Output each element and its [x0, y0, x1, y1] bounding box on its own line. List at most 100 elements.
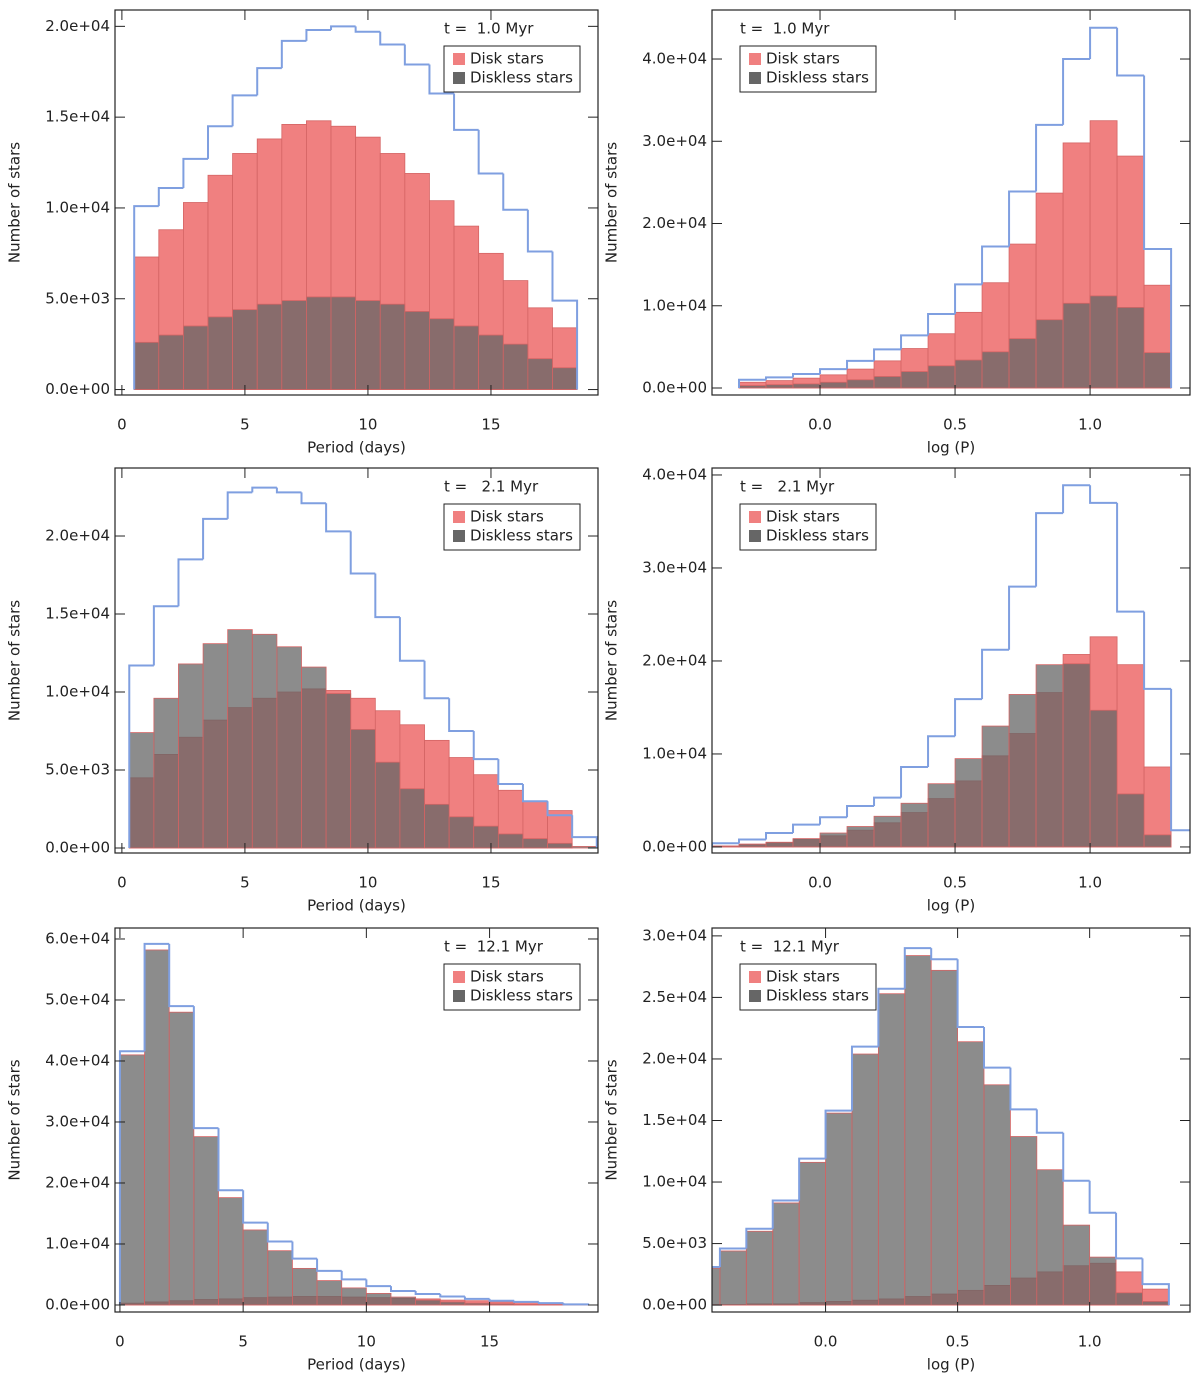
- x-tick-label: 0.5: [946, 1333, 970, 1351]
- step-line: [488, 1298, 515, 1302]
- step-line: [177, 558, 204, 607]
- step-line: [365, 1279, 391, 1288]
- step-line: [562, 1303, 590, 1306]
- step-line: [903, 947, 932, 989]
- step-line: [242, 1190, 268, 1224]
- bar: [306, 296, 332, 390]
- x-tick-label: 0.0: [808, 874, 832, 892]
- step-line: [718, 1247, 747, 1267]
- step-line: [1116, 27, 1145, 77]
- bar: [954, 758, 983, 848]
- y-tick-label: 2.0e+04: [45, 17, 110, 35]
- x-tick-label: 1.0: [1078, 1333, 1102, 1351]
- bar: [473, 825, 499, 849]
- step-line: [771, 1199, 800, 1229]
- legend-label: Disk stars: [470, 508, 544, 526]
- bar: [183, 325, 209, 390]
- bar: [547, 810, 573, 849]
- step-line: [1008, 585, 1037, 650]
- panel: 0.0e+00 1.0e+04 2.0e+04 3.0e+04 4.0e+04 0.0 0.…: [603, 465, 1191, 915]
- step-line: [846, 359, 875, 370]
- step-line: [526, 209, 553, 253]
- step-line: [374, 573, 400, 619]
- y-tick-label: 3.0e+04: [642, 926, 707, 944]
- y-tick-label: 4.0e+04: [642, 465, 707, 483]
- legend-label: Diskless stars: [766, 527, 869, 545]
- y-tick-label: 2.0e+04: [45, 1173, 110, 1191]
- legend-swatch: [749, 511, 761, 523]
- bar: [1116, 793, 1145, 848]
- bar: [981, 351, 1010, 389]
- x-axis-label: Period (days): [307, 1356, 406, 1374]
- step-line: [1116, 502, 1145, 613]
- bar: [256, 303, 283, 390]
- y-tick-label: 0.0e+00: [642, 379, 707, 397]
- bar: [448, 816, 475, 849]
- y-tick-label: 0.0e+00: [642, 837, 707, 855]
- step-line: [1143, 75, 1173, 389]
- bar: [1062, 1224, 1091, 1306]
- bar: [429, 318, 455, 390]
- bar: [1035, 319, 1064, 389]
- bar: [927, 365, 956, 389]
- bar: [218, 1197, 244, 1306]
- bar: [365, 1292, 392, 1306]
- bar: [158, 334, 184, 390]
- step-line: [251, 486, 277, 493]
- bar: [798, 1161, 826, 1306]
- annotation: t = 2.1 Myr: [740, 478, 835, 496]
- bar: [316, 1280, 343, 1306]
- legend-swatch: [749, 971, 761, 983]
- bar: [792, 838, 821, 848]
- bar: [522, 838, 548, 849]
- step-line: [954, 283, 983, 314]
- step-line: [226, 491, 253, 519]
- step-line: [133, 205, 159, 390]
- step-line: [118, 1050, 145, 1305]
- bar: [983, 1084, 1011, 1306]
- annotation: t = 12.1 Myr: [740, 938, 840, 956]
- step-line: [954, 698, 983, 737]
- x-tick-label: 0.0: [808, 416, 832, 434]
- step-line: [354, 26, 381, 33]
- step-line: [819, 368, 848, 375]
- step-line: [900, 765, 929, 798]
- step-line: [551, 251, 579, 390]
- bar: [1089, 295, 1118, 389]
- y-tick-label: 4.0e+04: [642, 50, 707, 68]
- x-axis-label: log (P): [927, 897, 975, 915]
- step-line: [1062, 1132, 1090, 1182]
- y-tick-label: 2.5e+04: [642, 988, 707, 1006]
- bar: [954, 359, 983, 389]
- bar: [1116, 307, 1145, 389]
- bar: [464, 1302, 490, 1306]
- y-tick-label: 1.0e+04: [45, 1234, 110, 1252]
- x-tick-label: 15: [481, 416, 500, 434]
- x-tick-label: 10: [358, 874, 377, 892]
- legend-swatch: [453, 53, 465, 65]
- bar: [900, 371, 929, 389]
- bar: [927, 783, 956, 848]
- annotation: t = 12.1 Myr: [444, 938, 544, 956]
- y-tick-label: 1.0e+04: [642, 1173, 707, 1191]
- bar: [153, 697, 179, 849]
- y-tick-label: 2.0e+04: [642, 214, 707, 232]
- step-line: [128, 664, 154, 849]
- step-line: [453, 93, 479, 131]
- bar: [355, 300, 381, 390]
- bar: [251, 633, 278, 849]
- plot-area: [133, 25, 579, 390]
- step-line: [824, 1109, 852, 1159]
- step-line: [850, 1045, 879, 1111]
- bar: [1008, 694, 1037, 848]
- bar: [128, 732, 155, 849]
- step-line: [927, 735, 956, 767]
- plot-frame: [114, 9, 599, 396]
- legend-label: Diskless stars: [766, 987, 869, 1005]
- plot-frame: [114, 927, 599, 1313]
- bar: [981, 725, 1010, 848]
- bar: [1035, 664, 1064, 848]
- legend-label: Diskless stars: [470, 527, 573, 545]
- bar: [193, 1136, 219, 1306]
